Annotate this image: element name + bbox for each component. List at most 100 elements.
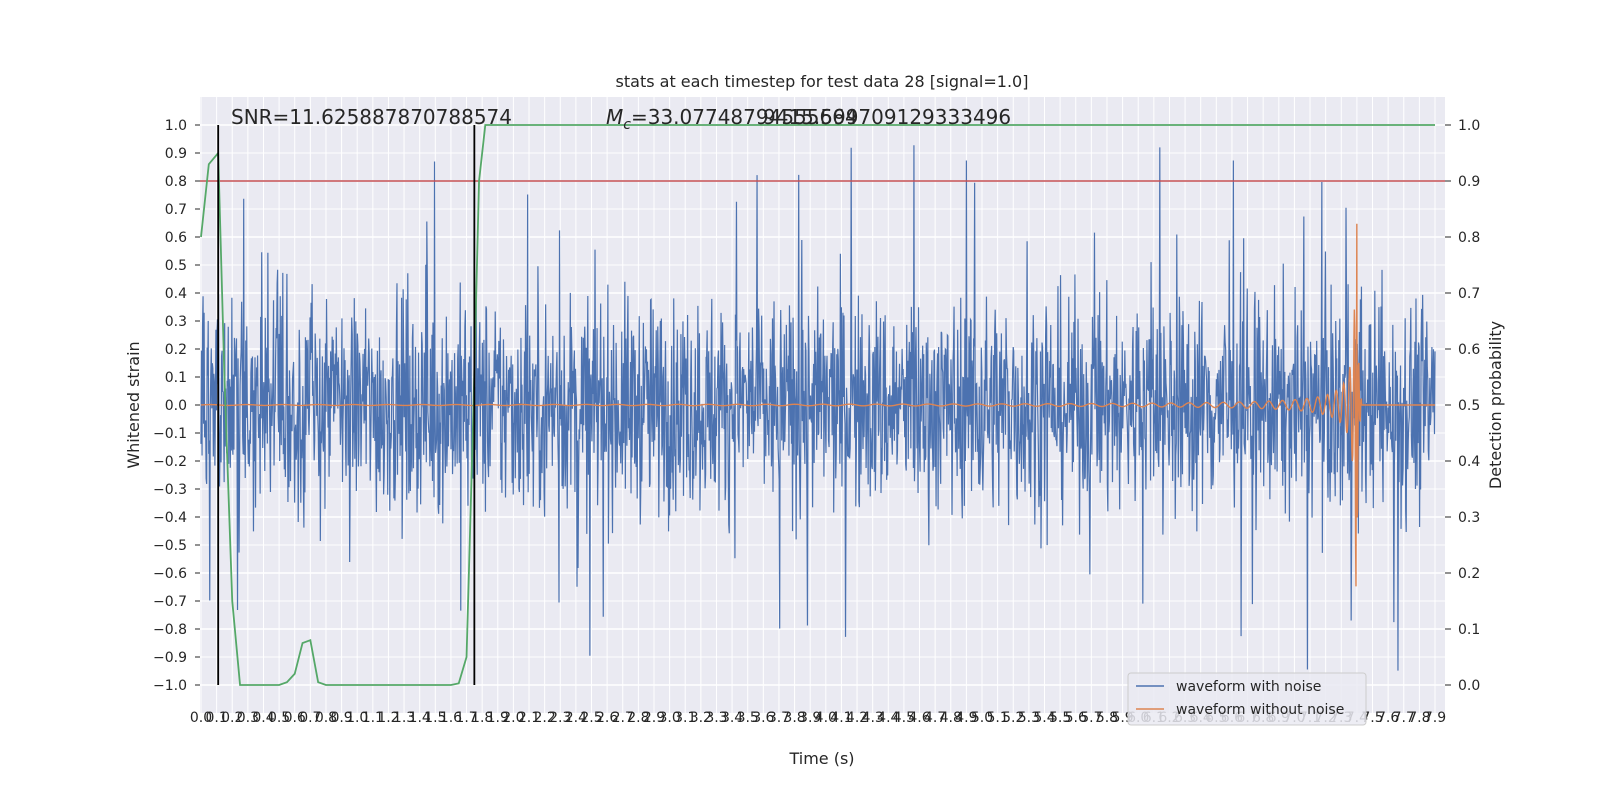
x-tick-label: 3.3 bbox=[705, 710, 727, 726]
x-tick-label: 1.2 bbox=[377, 710, 399, 726]
x-tick-label: 5.0 bbox=[971, 710, 993, 726]
x-tick-label: 0.6 bbox=[284, 710, 306, 726]
y-tick-labels: 1.0 0.9 0.8 0.7 0.6 0.5 0.4 0.3 0.2 0.1 0.0 −0.1 −0.… bbox=[153, 118, 200, 694]
x-tick-label: 3.1 bbox=[674, 710, 696, 726]
x-tick-label: 2.6 bbox=[596, 710, 618, 726]
x-tick-label: 4.9 bbox=[955, 710, 977, 726]
y2-tick-label: 0.9 bbox=[1458, 174, 1480, 190]
x-tick-label: 1.0 bbox=[346, 710, 368, 726]
x-tick-label: 2.8 bbox=[627, 710, 649, 726]
series-waveform-without-noise bbox=[200, 223, 1435, 587]
x-tick-label: 0.5 bbox=[268, 710, 290, 726]
chirp-mass-subscript: c bbox=[623, 117, 631, 133]
x-tick-label: 1.4 bbox=[409, 710, 431, 726]
data-layer bbox=[200, 124, 1445, 686]
y-tick-label: −0.7 bbox=[153, 594, 187, 610]
x-tick-label: 4.3 bbox=[862, 710, 884, 726]
x-tick-label: 3.0 bbox=[658, 710, 680, 726]
y2-tick-label: 0.3 bbox=[1458, 510, 1480, 526]
x-tick-label: 7.9 bbox=[1424, 710, 1446, 726]
y2-axis-label: Detection probability bbox=[1486, 321, 1505, 489]
y2-tick-label: 0.5 bbox=[1458, 398, 1480, 414]
y2-tick-label: 0.6 bbox=[1458, 342, 1480, 358]
y-tick-label: −0.4 bbox=[153, 510, 187, 526]
x-tick-label: 4.8 bbox=[940, 710, 962, 726]
x-tick-label: 5.7 bbox=[1080, 710, 1102, 726]
x-tick-label: 0.2 bbox=[221, 710, 243, 726]
x-tick-label: 3.8 bbox=[783, 710, 805, 726]
x-tick-label: 5.4 bbox=[1033, 710, 1055, 726]
x-tick-label: 1.6 bbox=[440, 710, 462, 726]
x-tick-label: 4.7 bbox=[924, 710, 946, 726]
x-tick-label: 1.8 bbox=[471, 710, 493, 726]
x-tick-label: 4.6 bbox=[908, 710, 930, 726]
x-tick-label: 3.4 bbox=[721, 710, 743, 726]
y2-tick-labels: 1.0 0.9 0.8 0.7 0.6 0.5 0.4 0.3 0.2 0.1 0.0 bbox=[1445, 118, 1480, 694]
y-tick-label: 0.5 bbox=[165, 258, 187, 274]
y-tick-label: 0.8 bbox=[165, 174, 187, 190]
x-tick-label: 5.6 bbox=[1065, 710, 1087, 726]
y-tick-label: −0.1 bbox=[153, 426, 187, 442]
snr-annotation: SNR=11.625887870788574 bbox=[231, 105, 512, 129]
x-tick-label: 1.9 bbox=[487, 710, 509, 726]
x-tick-label: 7.8 bbox=[1408, 710, 1430, 726]
y-tick-label: −0.6 bbox=[153, 566, 187, 582]
y2-tick-label: 0.0 bbox=[1458, 678, 1480, 694]
x-tick-label: 4.1 bbox=[830, 710, 852, 726]
legend-label-noise: waveform with noise bbox=[1176, 679, 1321, 695]
x-tick-label: 2.2 bbox=[534, 710, 556, 726]
x-tick-label: 5.8 bbox=[1096, 710, 1118, 726]
series-detection-probability bbox=[200, 124, 1435, 686]
x-axis-label: Time (s) bbox=[788, 749, 854, 768]
y-tick-label: 0.1 bbox=[165, 370, 187, 386]
y2-tick-label: 1.0 bbox=[1458, 118, 1480, 134]
x-tick-label: 7.6 bbox=[1377, 710, 1399, 726]
x-tick-label: 3.7 bbox=[768, 710, 790, 726]
chirp-mass-value: =33.07748794555664 bbox=[631, 105, 858, 129]
x-tick-label: 0.7 bbox=[299, 710, 321, 726]
x-tick-label: 5.3 bbox=[1018, 710, 1040, 726]
y2-tick-label: 0.8 bbox=[1458, 230, 1480, 246]
y-tick-label: −1.0 bbox=[153, 678, 187, 694]
y-tick-label: 0.0 bbox=[165, 398, 187, 414]
legend-label-clean: waveform without noise bbox=[1176, 702, 1344, 718]
x-tick-label: 4.2 bbox=[846, 710, 868, 726]
y-tick-label: 0.7 bbox=[165, 202, 187, 218]
x-tick-label: 3.9 bbox=[799, 710, 821, 726]
x-tick-label: 0.4 bbox=[252, 710, 274, 726]
x-tick-label: 5.2 bbox=[1002, 710, 1024, 726]
x-tick-label: 3.6 bbox=[752, 710, 774, 726]
x-tick-label: 1.3 bbox=[393, 710, 415, 726]
x-tick-label: 2.3 bbox=[549, 710, 571, 726]
chirp-mass-annotation: Mc=33.07748794555664 bbox=[606, 105, 858, 133]
y2-tick-label: 0.2 bbox=[1458, 566, 1480, 582]
legend: waveform with noise waveform without noi… bbox=[1127, 672, 1367, 726]
x-tick-label: 2.9 bbox=[643, 710, 665, 726]
legend-box bbox=[1127, 672, 1367, 726]
chirp-mass-overlap-annotation: 9415.599709129333496 bbox=[763, 105, 1011, 129]
y-tick-label: −0.9 bbox=[153, 650, 187, 666]
x-tick-label: 2.5 bbox=[580, 710, 602, 726]
x-tick-label: 3.2 bbox=[690, 710, 712, 726]
x-tick-label: 7.7 bbox=[1393, 710, 1415, 726]
chart-title: stats at each timestep for test data 28 … bbox=[616, 72, 1029, 91]
x-tick-label: 3.5 bbox=[737, 710, 759, 726]
x-tick-label: 2.4 bbox=[565, 710, 587, 726]
series-waveform-with-noise bbox=[200, 145, 1436, 671]
y-tick-label: 0.2 bbox=[165, 342, 187, 358]
x-tick-label: 4.0 bbox=[815, 710, 837, 726]
y2-tick-label: 0.4 bbox=[1458, 454, 1480, 470]
x-tick-label: 1.1 bbox=[362, 710, 384, 726]
x-tick-label: 0.1 bbox=[205, 710, 227, 726]
chirp-mass-symbol: M bbox=[606, 105, 623, 129]
y-tick-label: 0.9 bbox=[165, 146, 187, 162]
y-tick-label: −0.5 bbox=[153, 538, 187, 554]
x-tick-label: 5.1 bbox=[987, 710, 1009, 726]
y-tick-label: 1.0 bbox=[165, 118, 187, 134]
y-axis-label: Whitened strain bbox=[124, 341, 143, 468]
x-tick-label: 0.3 bbox=[237, 710, 259, 726]
x-tick-label: 0.9 bbox=[330, 710, 352, 726]
x-tick-label: 1.7 bbox=[455, 710, 477, 726]
x-tick-label: 5.5 bbox=[1049, 710, 1071, 726]
